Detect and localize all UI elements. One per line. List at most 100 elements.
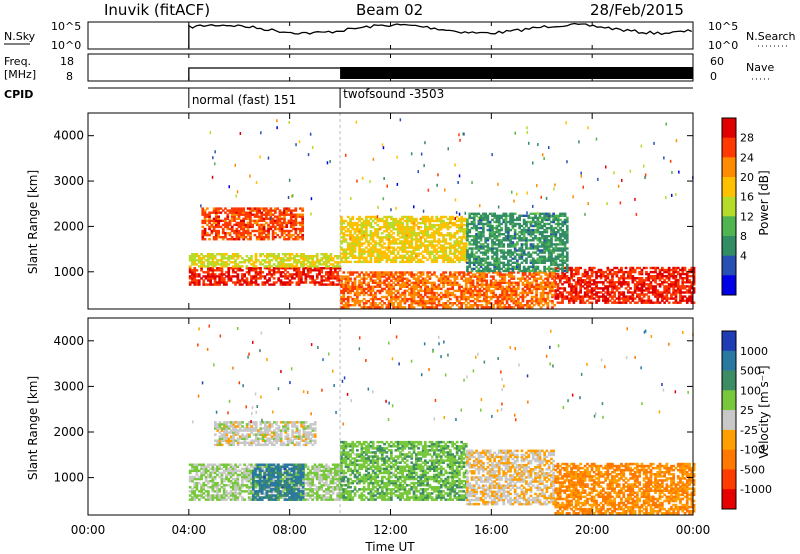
- heatmap-cell: [396, 281, 400, 284]
- heatmap-cell: [513, 249, 517, 252]
- heatmap-cell: [444, 240, 448, 243]
- heatmap-cell: [679, 287, 682, 290]
- heatmap-cell: [234, 259, 237, 262]
- heatmap-cell: [342, 295, 346, 299]
- heatmap-cell: [453, 232, 457, 235]
- freq-unit: [MHz]: [4, 68, 36, 81]
- heatmap-cell: [482, 257, 485, 260]
- heatmap-cell: [396, 283, 400, 286]
- heatmap-cell: [539, 306, 543, 309]
- heatmap-cell: [629, 266, 632, 270]
- heatmap-cell: [265, 211, 268, 214]
- heatmap-cell: [287, 219, 291, 222]
- heatmap-cell: [437, 279, 441, 282]
- heatmap-cell: [513, 233, 517, 236]
- heatmap-cell: [390, 304, 393, 307]
- heatmap-cell: [536, 228, 540, 232]
- heatmap-cell: [602, 270, 605, 274]
- heatmap-cell: [617, 277, 621, 280]
- heatmap-cell: [437, 297, 441, 301]
- heatmap-cell: [640, 301, 644, 304]
- heatmap-cell: [210, 229, 214, 233]
- heatmap-cell: [534, 245, 537, 248]
- heatmap-cell: [442, 304, 445, 307]
- heatmap-cell: [405, 217, 409, 221]
- heatmap-cell: [502, 269, 506, 273]
- heatmap-cell: [392, 297, 395, 301]
- heatmap-cell: [679, 285, 682, 288]
- heatmap-cell: [403, 285, 407, 288]
- heatmap-cell: [351, 223, 355, 227]
- heatmap-cell: [507, 226, 510, 230]
- heatmap-cell: [346, 287, 350, 291]
- heatmap-cell: [627, 275, 630, 278]
- heatmap-cell: [551, 295, 554, 299]
- heatmap-cell: [226, 225, 230, 229]
- heatmap-cell: [188, 265, 192, 268]
- heatmap-cell: [349, 217, 352, 221]
- heatmap-cell: [507, 265, 510, 269]
- heatmap-cell: [667, 272, 671, 276]
- heatmap-cell: [479, 216, 483, 220]
- heatmap-cell: [528, 287, 532, 291]
- heatmap-cell: [249, 213, 252, 216]
- heatmap-cell: [538, 249, 542, 252]
- heatmap-cell: [586, 272, 589, 276]
- heatmap-cell: [547, 214, 551, 217]
- heatmap-cell: [479, 226, 483, 230]
- heatmap-cell: [433, 295, 436, 299]
- heatmap-cell: [472, 218, 476, 222]
- heatmap-cell: [478, 287, 482, 291]
- heatmap-cell: [327, 261, 330, 264]
- heatmap-cell: [349, 221, 352, 225]
- heatmap-cell: [556, 265, 560, 269]
- heatmap-cell: [442, 226, 445, 229]
- heatmap-cell: [394, 258, 398, 261]
- heatmap-cell: [301, 225, 304, 229]
- heatmap-cell: [227, 279, 231, 282]
- heatmap-cell: [415, 283, 418, 286]
- heatmap-cell: [209, 275, 212, 278]
- heatmap-cell: [466, 237, 469, 240]
- heatmap-cell: [383, 252, 386, 255]
- heatmap-cell: [342, 232, 346, 235]
- heatmap-cell: [645, 299, 648, 302]
- heatmap-cell: [365, 260, 368, 264]
- heatmap-cell: [188, 271, 192, 274]
- heatmap-cell: [371, 271, 375, 274]
- heatmap-cell: [349, 287, 352, 291]
- heatmap-cell: [392, 302, 395, 305]
- heatmap-cell: [692, 266, 696, 270]
- heatmap-cell: [563, 266, 567, 270]
- heatmap-cell: [674, 285, 678, 288]
- heatmap-cell: [460, 275, 463, 278]
- heatmap-cell: [642, 301, 646, 304]
- heatmap-cell: [258, 219, 261, 222]
- heatmap-cell: [458, 252, 461, 255]
- heatmap-cell: [336, 273, 339, 276]
- heatmap-cell: [401, 242, 404, 245]
- heatmap-cell: [690, 295, 694, 298]
- heatmap-cell: [433, 226, 436, 229]
- heatmap-cell: [674, 268, 678, 272]
- heatmap-cell: [685, 297, 689, 300]
- heatmap-cell: [437, 250, 441, 253]
- heatmap-cell: [570, 275, 573, 278]
- heatmap-cell: [340, 299, 343, 303]
- cpid-label: CPID: [4, 88, 33, 101]
- heatmap-cell: [550, 267, 553, 271]
- heatmap-cell: [559, 243, 562, 246]
- heatmap-cell: [222, 283, 226, 286]
- heatmap-cell: [453, 293, 457, 297]
- heatmap-cell: [349, 236, 352, 239]
- heatmap-cell: [401, 246, 404, 249]
- heatmap-cell: [674, 283, 678, 286]
- heatmap-cell: [272, 271, 276, 274]
- heatmap-cell: [203, 215, 207, 218]
- heatmap-cell: [453, 289, 457, 293]
- heatmap-cell: [351, 244, 355, 247]
- heatmap-cell: [371, 234, 375, 237]
- heatmap-cell: [449, 226, 452, 229]
- heatmap-cell: [468, 235, 472, 238]
- heatmap-cell: [318, 269, 321, 272]
